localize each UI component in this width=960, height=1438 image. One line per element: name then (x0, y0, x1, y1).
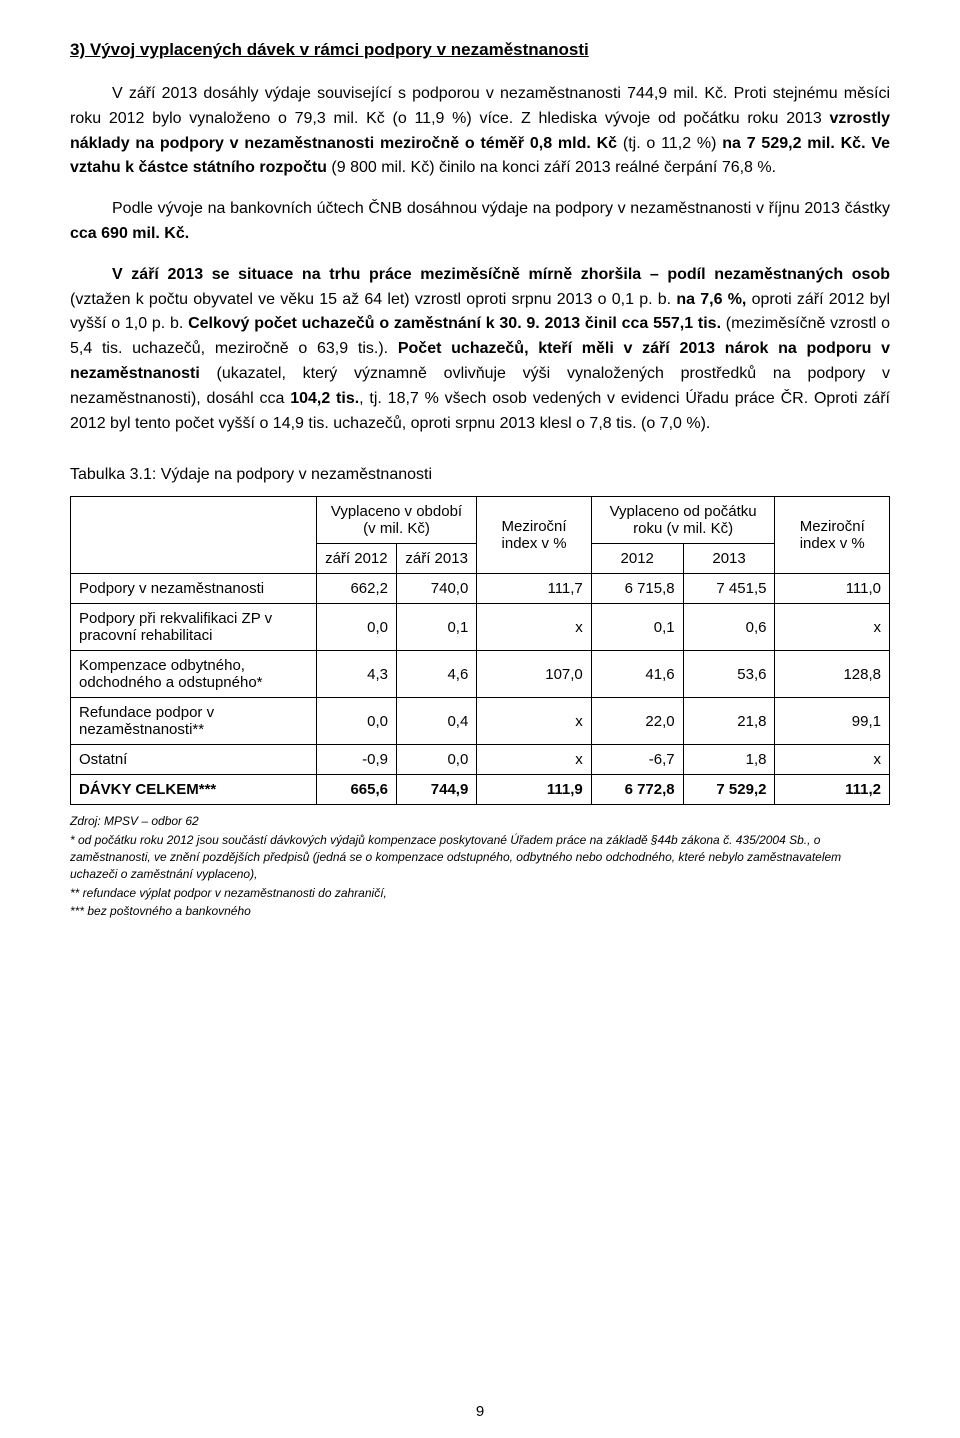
row-val: 6 715,8 (591, 574, 683, 604)
p3-e: Celkový počet uchazečů o zaměstnání k 30… (188, 315, 726, 332)
th-group-2: Meziroční index v % (477, 497, 591, 574)
p1-c: (tj. o 11,2 %) (623, 135, 722, 152)
row-val: 1,8 (683, 745, 775, 775)
section-heading: 3) Vývoj vyplacených dávek v rámci podpo… (70, 40, 890, 60)
row-val: 111,2 (775, 775, 890, 805)
row-val: 740,0 (397, 574, 477, 604)
p3-b: (vztažen k počtu obyvatel ve věku 15 až … (70, 291, 676, 308)
row-val: 111,0 (775, 574, 890, 604)
th-sub-a: září 2012 (316, 544, 396, 574)
row-val: 0,0 (397, 745, 477, 775)
table-title: Tabulka 3.1: Výdaje na podpory v nezaměs… (70, 466, 890, 484)
row-val: 107,0 (477, 651, 591, 698)
row-val: 99,1 (775, 698, 890, 745)
row-val: 22,0 (591, 698, 683, 745)
footnotes: Zdroj: MPSV – odbor 62 * od počátku roku… (70, 813, 890, 920)
footnote-2: ** refundace výplat podpor v nezaměstnan… (70, 885, 890, 902)
table-row: Podpory při rekvalifikaci ZP v pracovní … (71, 604, 890, 651)
p2-a: Podle vývoje na bankovních účtech ČNB do… (112, 200, 890, 217)
row-val: x (775, 745, 890, 775)
row-val: 0,6 (683, 604, 775, 651)
p1-a: V září 2013 dosáhly výdaje související s… (70, 85, 890, 127)
row-val: 744,9 (397, 775, 477, 805)
th-sub-b: září 2013 (397, 544, 477, 574)
row-val: -0,9 (316, 745, 396, 775)
table-row: Ostatní -0,9 0,0 x -6,7 1,8 x (71, 745, 890, 775)
row-val: -6,7 (591, 745, 683, 775)
row-label: DÁVKY CELKEM*** (71, 775, 317, 805)
paragraph-2: Podle vývoje na bankovních účtech ČNB do… (70, 197, 890, 247)
p3-i: 104,2 tis. (290, 390, 359, 407)
table-row-totals: DÁVKY CELKEM*** 665,6 744,9 111,9 6 772,… (71, 775, 890, 805)
page-number: 9 (0, 1403, 960, 1420)
data-table: Vyplaceno v období (v mil. Kč) Meziroční… (70, 496, 890, 805)
row-val: 0,0 (316, 604, 396, 651)
row-val: 111,9 (477, 775, 591, 805)
row-val: 7 529,2 (683, 775, 775, 805)
row-val: 128,8 (775, 651, 890, 698)
row-val: 4,3 (316, 651, 396, 698)
row-val: 0,4 (397, 698, 477, 745)
table-row: Kompenzace odbytného, odchodného a odstu… (71, 651, 890, 698)
row-label: Refundace podpor v nezaměstnanosti** (71, 698, 317, 745)
paragraph-1: V září 2013 dosáhly výdaje související s… (70, 82, 890, 181)
paragraph-3: V září 2013 se situace na trhu práce mez… (70, 263, 890, 437)
row-val: x (775, 604, 890, 651)
p3-c: na 7,6 %, (676, 291, 751, 308)
row-val: 4,6 (397, 651, 477, 698)
footnote-source: Zdroj: MPSV – odbor 62 (70, 813, 890, 830)
p1-e: (9 800 mil. Kč) činilo na konci září 201… (331, 159, 776, 176)
row-val: 665,6 (316, 775, 396, 805)
row-label: Podpory při rekvalifikaci ZP v pracovní … (71, 604, 317, 651)
row-val: 662,2 (316, 574, 396, 604)
row-val: 21,8 (683, 698, 775, 745)
row-val: 111,7 (477, 574, 591, 604)
row-val: 53,6 (683, 651, 775, 698)
row-val: 0,1 (397, 604, 477, 651)
table-row: Refundace podpor v nezaměstnanosti** 0,0… (71, 698, 890, 745)
p3-a: V září 2013 se situace na trhu práce mez… (112, 266, 890, 283)
row-label: Ostatní (71, 745, 317, 775)
p2-b: cca 690 mil. Kč. (70, 225, 189, 242)
row-val: 41,6 (591, 651, 683, 698)
th-group-1: Vyplaceno v období (v mil. Kč) (316, 497, 477, 544)
th-sub-d: 2013 (683, 544, 775, 574)
row-val: 6 772,8 (591, 775, 683, 805)
table-row: Podpory v nezaměstnanosti 662,2 740,0 11… (71, 574, 890, 604)
th-group-3: Vyplaceno od počátku roku (v mil. Kč) (591, 497, 775, 544)
th-group-4: Meziroční index v % (775, 497, 890, 574)
row-val: 7 451,5 (683, 574, 775, 604)
footnote-1: * od počátku roku 2012 jsou součástí dáv… (70, 832, 890, 882)
row-val: x (477, 698, 591, 745)
row-label: Kompenzace odbytného, odchodného a odstu… (71, 651, 317, 698)
footnote-3: *** bez poštovného a bankovného (70, 903, 890, 920)
row-val: x (477, 745, 591, 775)
row-val: x (477, 604, 591, 651)
row-label: Podpory v nezaměstnanosti (71, 574, 317, 604)
row-val: 0,0 (316, 698, 396, 745)
row-val: 0,1 (591, 604, 683, 651)
th-sub-c: 2012 (591, 544, 683, 574)
